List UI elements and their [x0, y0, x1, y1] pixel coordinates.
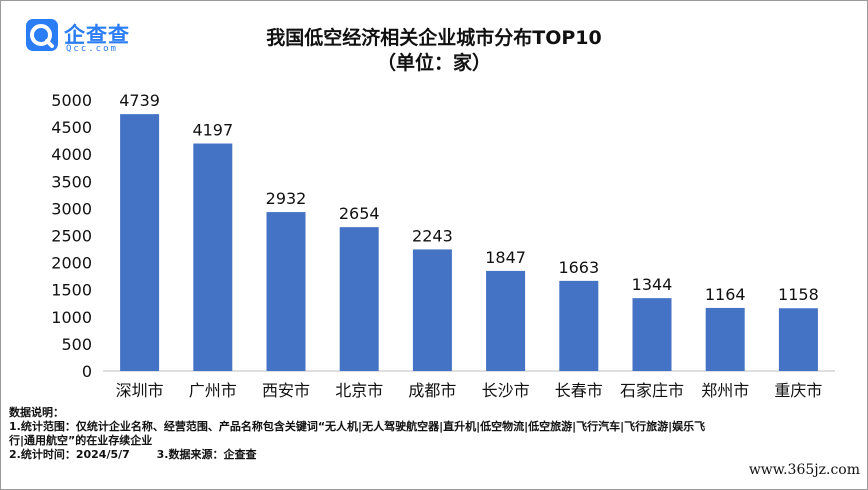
y-tick-label: 2000: [51, 254, 92, 273]
notes-line-1: 1.统计范围：仅统计企业名称、经营范围、产品名称包含关键词“无人机|无人驾驶航空…: [9, 420, 706, 433]
value-label: 1158: [778, 285, 819, 304]
x-tick-label: 北京市: [335, 381, 383, 400]
notes-heading: 数据说明：: [9, 406, 64, 419]
logo-icon: [26, 19, 58, 51]
value-label: 2932: [266, 189, 307, 208]
bar: [705, 307, 745, 371]
bar: [266, 212, 306, 371]
notes-date: 2.统计时间：2024/5/7: [9, 448, 130, 461]
value-label: 2654: [339, 204, 380, 223]
bars: [120, 114, 818, 371]
qcc-logo: 企查查 Qcc.com: [26, 17, 146, 57]
x-tick-label: 深圳市: [116, 381, 164, 400]
y-tick-label: 4000: [51, 145, 92, 164]
x-tick-label: 成都市: [408, 381, 456, 400]
y-tick-label: 3000: [51, 199, 92, 218]
bar: [120, 114, 160, 371]
y-tick-label: 2500: [51, 227, 92, 246]
notes-source: 3.数据来源：企查查: [156, 448, 257, 461]
y-tick-label: 0: [82, 362, 92, 381]
x-tick-label: 长春市: [555, 381, 603, 400]
notes-line-2: 行|通用航空”的在业存续企业: [9, 434, 153, 447]
bar: [193, 143, 233, 371]
y-tick-label: 500: [61, 335, 92, 354]
y-tick-label: 3500: [51, 172, 92, 191]
value-labels: 4739 4197 2932 2654 2243 1847 1663 1344 1164 1158: [119, 91, 819, 304]
bar: [486, 270, 526, 371]
logo-sub: Qcc.com: [66, 44, 118, 54]
bar: [778, 308, 818, 371]
value-label: 4739: [119, 91, 160, 110]
value-label: 4197: [192, 121, 233, 140]
y-tick-label: 5000: [51, 91, 92, 110]
value-label: 1663: [558, 258, 599, 277]
value-label: 2243: [412, 226, 453, 245]
chart-title: 我国低空经济相关企业城市分布TOP10: [266, 27, 602, 49]
x-axis-labels: 深圳市 广州市 西安市 北京市 成都市 长沙市 长春市 石家庄市 郑州市 重庆市: [116, 381, 823, 400]
logo-name: 企查查: [64, 23, 130, 47]
bar: [559, 280, 599, 371]
bar: [632, 298, 672, 371]
data-notes: 数据说明： 1.统计范围：仅统计企业名称、经营范围、产品名称包含关键词“无人机|…: [9, 406, 859, 462]
value-label: 1164: [705, 285, 746, 304]
y-tick-label: 1000: [51, 308, 92, 327]
x-tick-label: 郑州市: [701, 381, 749, 400]
watermark: www.365jz.com: [748, 462, 860, 478]
y-tick-label: 4500: [51, 118, 92, 137]
bar: [412, 249, 452, 371]
x-tick-label: 石家庄市: [620, 381, 684, 400]
value-label: 1847: [485, 248, 526, 267]
bar: [339, 227, 379, 371]
y-tick-label: 1500: [51, 281, 92, 300]
y-axis-ticks: 0 500 1000 1500 2000 2500 3000 3500 4000 4500 5000: [51, 91, 92, 381]
notes-line-3: 2.统计时间：2024/5/7 3.数据来源：企查查: [9, 448, 859, 462]
x-tick-label: 重庆市: [774, 381, 822, 400]
x-tick-label: 广州市: [189, 381, 237, 400]
chart-subtitle: （单位：家）: [376, 52, 491, 74]
x-tick-label: 西安市: [262, 381, 310, 400]
value-label: 1344: [632, 275, 673, 294]
x-tick-label: 长沙市: [482, 381, 530, 400]
